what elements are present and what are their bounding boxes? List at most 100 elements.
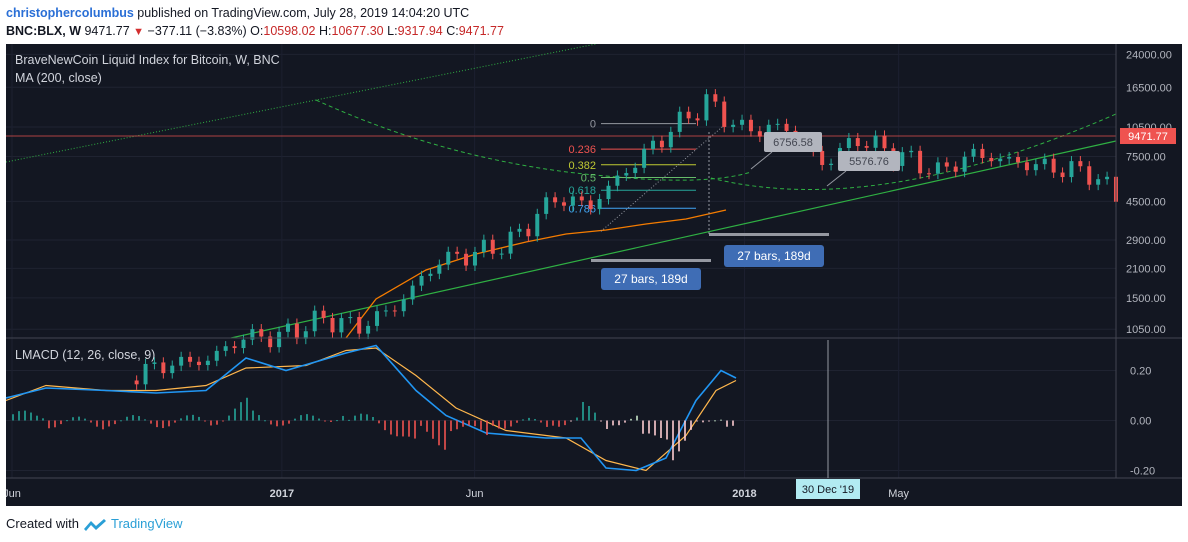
candle-body xyxy=(490,239,495,254)
candle-body xyxy=(944,162,949,167)
macd-histogram-bar xyxy=(468,420,470,426)
macd-histogram-bar xyxy=(516,420,518,423)
macd-histogram-bar xyxy=(414,420,416,439)
macd-histogram-bar xyxy=(30,412,32,421)
macd-histogram-bar xyxy=(360,413,362,421)
ohlc-line: BNC:BLX, W 9471.77 ▼ −377.11 (−3.83%) O:… xyxy=(6,22,504,41)
macd-histogram-bar xyxy=(264,420,266,422)
candle-body xyxy=(918,150,923,174)
legend-title: BraveNewCoin Liquid Index for Bitcoin, W… xyxy=(15,53,280,67)
macd-histogram-bar xyxy=(450,420,452,432)
macd-histogram-bar xyxy=(108,420,110,427)
macd-histogram-bar xyxy=(696,420,698,422)
macd-histogram-bar xyxy=(48,420,50,429)
author-link[interactable]: christophercolumbus xyxy=(6,6,134,20)
candle-body xyxy=(1007,157,1012,159)
macd-histogram-bar xyxy=(312,415,314,421)
candle-body xyxy=(464,253,469,266)
candle-body xyxy=(909,150,914,153)
symbol-label: BNC:BLX, W xyxy=(6,24,81,38)
macd-histogram-bar xyxy=(540,420,542,423)
candle-body xyxy=(846,138,851,149)
macd-histogram-bar xyxy=(288,420,290,424)
macd-histogram-bar xyxy=(180,418,182,421)
date-marker-box xyxy=(796,479,860,499)
candle-body xyxy=(606,185,611,200)
close-label: C: xyxy=(446,24,459,38)
macd-histogram-bar xyxy=(300,415,302,421)
macd-histogram-bar xyxy=(642,420,644,434)
macd-histogram-bar xyxy=(234,408,236,421)
candle-body xyxy=(410,285,415,300)
candle-body xyxy=(1024,162,1029,171)
macd-histogram-bar xyxy=(654,420,656,436)
macd-histogram-bar xyxy=(228,415,230,421)
macd-histogram-bar xyxy=(582,401,584,421)
macd-histogram-bar xyxy=(432,420,434,439)
candle-body xyxy=(392,310,397,312)
macd-histogram-bar xyxy=(156,420,158,428)
candle-body xyxy=(677,111,682,132)
macd-histogram-bar xyxy=(132,415,134,421)
macd-histogram-bar xyxy=(240,402,242,421)
macd-histogram-bar xyxy=(24,410,26,421)
macd-histogram-bar xyxy=(636,415,638,421)
last-price-tag xyxy=(1120,128,1176,145)
macd-histogram-bar xyxy=(294,418,296,421)
macd-histogram-bar xyxy=(576,417,578,421)
macd-histogram-bar xyxy=(72,417,74,421)
measure-label-box xyxy=(601,268,701,290)
annotations: 9471.77 6756.58 5576.76 27 bars, 189d 27 bar… xyxy=(591,128,1176,499)
candle-body xyxy=(873,135,878,148)
macd-histogram-bar xyxy=(378,420,380,424)
candle-body xyxy=(508,231,513,254)
price-change: −377.11 (−3.83%) xyxy=(147,24,247,38)
macd-histogram-bar xyxy=(138,416,140,421)
candle-body xyxy=(820,150,825,165)
chart-background xyxy=(6,44,1182,506)
candle-body xyxy=(579,196,584,201)
macd-histogram-bar xyxy=(564,420,566,426)
macd-pane xyxy=(5,344,737,472)
price-tick-label: 16500.00 xyxy=(1126,82,1172,94)
candle-body xyxy=(375,311,380,326)
macd-histogram-bar xyxy=(162,420,164,429)
candle-body xyxy=(366,325,371,334)
macd-tick-label: 0.00 xyxy=(1130,416,1151,428)
measure-label-box xyxy=(724,245,824,267)
macd-histogram-bar xyxy=(528,417,530,421)
candle-body xyxy=(152,362,157,364)
macd-histogram-bar xyxy=(570,420,572,422)
time-tick-label: May xyxy=(888,488,909,500)
macd-histogram-bar xyxy=(438,420,440,446)
high-value: 10677.30 xyxy=(331,24,384,38)
candle-body xyxy=(188,356,193,362)
candle-body xyxy=(1105,176,1110,180)
macd-histogram-bar xyxy=(456,420,458,430)
macd-histogram-bar xyxy=(396,420,398,437)
macd-histogram-bar xyxy=(36,415,38,421)
open-label: O: xyxy=(250,24,264,38)
candle-body xyxy=(179,356,184,366)
callout-box xyxy=(838,151,900,171)
candle-body xyxy=(633,167,638,174)
macd-histogram-bar xyxy=(66,420,68,422)
chart-container[interactable]: 0 0.236 0.382 0.5 0.618 0.786 24000.00 16500.0… xyxy=(3,43,1182,506)
candle-body xyxy=(668,131,673,148)
candle-body xyxy=(784,123,789,131)
macd-tick-label: -0.20 xyxy=(1130,466,1155,478)
tradingview-brand[interactable]: TradingView xyxy=(110,516,183,531)
macd-histogram-bar xyxy=(612,420,614,426)
macd-histogram-bar xyxy=(726,420,728,427)
macd-histogram-bar xyxy=(480,420,482,430)
candle-body xyxy=(250,329,255,340)
macd-histogram-bar xyxy=(672,420,674,461)
macd-histogram-bar xyxy=(708,420,710,422)
macd-histogram-bar xyxy=(318,418,320,421)
candle-body xyxy=(766,124,771,137)
candle-body xyxy=(472,251,477,266)
macd-histogram-bar xyxy=(678,420,680,452)
candle-body xyxy=(1051,158,1056,173)
